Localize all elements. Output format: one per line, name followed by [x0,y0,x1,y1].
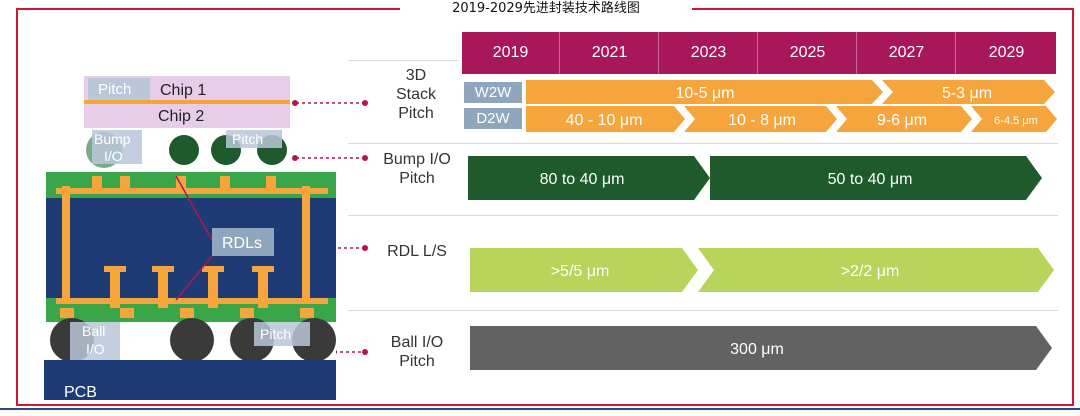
bump-arrow-2 [710,156,1042,200]
label-ball-io-pitch: Ball I/O Pitch [390,334,444,370]
chip2-label: Chip 2 [158,108,204,125]
w2w-text-2: 5-3 μm [942,85,992,102]
pcb-board [44,360,336,400]
year-2027: 2027 [858,32,956,74]
w2w-arrow-2 [882,80,1055,104]
d2w-text-4: 6-4.5 μm [994,115,1038,127]
d2w-text-3: 9-6 μm [877,112,927,129]
ball-text-1: 300 μm [730,341,784,358]
rdl-arrow-2 [698,248,1054,292]
d2w-arrow-2 [684,106,837,132]
label-bump-io-pitch: Bump I/O Pitch [383,151,451,187]
d2w-arrow-3 [836,106,972,132]
d2w-text-1: 40 - 10 μm [566,112,643,129]
bump-text-2: 50 to 40 μm [828,171,913,188]
ball-label-line2: I/O [86,341,105,357]
ball-label-line1: Ball [82,323,105,339]
pitch-label-bump: Pitch [232,131,263,147]
year-2023: 2023 [660,32,758,74]
year-2029: 2029 [988,44,1025,61]
ball-arrow-1 [470,326,1052,370]
pcb-label: PCB [64,384,97,401]
pitch-label-ball: Pitch [260,326,291,342]
w2w-arrow-1 [526,80,883,104]
label-3d-stack-pitch: 3D Stack Pitch [395,67,436,122]
bottom-rule [0,408,1080,410]
w2w-tag: W2W [464,82,522,103]
d2w-text-2: 10 - 8 μm [728,112,796,129]
bump-label-line2: I/O [104,148,123,164]
pitch-label-chip: Pitch [98,81,131,98]
bump-text-1: 80 to 40 μm [540,171,625,188]
bump-label-line1: Bump [94,131,131,147]
chip-2 [84,104,290,128]
rdls-label: RDLs [222,235,262,252]
chip1-label: Chip 1 [160,82,206,99]
label-rdl-ls: RDL L/S [387,243,447,260]
rdl-text-1: >5/5 μm [551,263,610,280]
year-header-bar [462,32,1056,74]
row-separator [348,310,1058,311]
row-separator [348,215,1058,216]
rdl-arrow-1 [470,248,698,292]
package-cross-section: Pitch Chip 1 Chip 2 Bump I/O Pitch [44,76,368,401]
d2w-arrow-4 [971,106,1057,132]
year-2021: 2021 [561,32,659,74]
row-separator [348,143,1058,144]
d2w-tag: D2W [464,108,522,129]
year-2025: 2025 [759,32,857,74]
rdl-text-2: >2/2 μm [841,263,900,280]
d2w-arrow-1 [526,106,685,132]
bump-arrow-1 [468,156,710,200]
w2w-text-1: 10-5 μm [675,85,734,102]
row-separator [348,60,458,61]
year-2019: 2019 [462,32,560,74]
diagram-title: 2019-2029先进封装技术路线图 [400,0,692,17]
